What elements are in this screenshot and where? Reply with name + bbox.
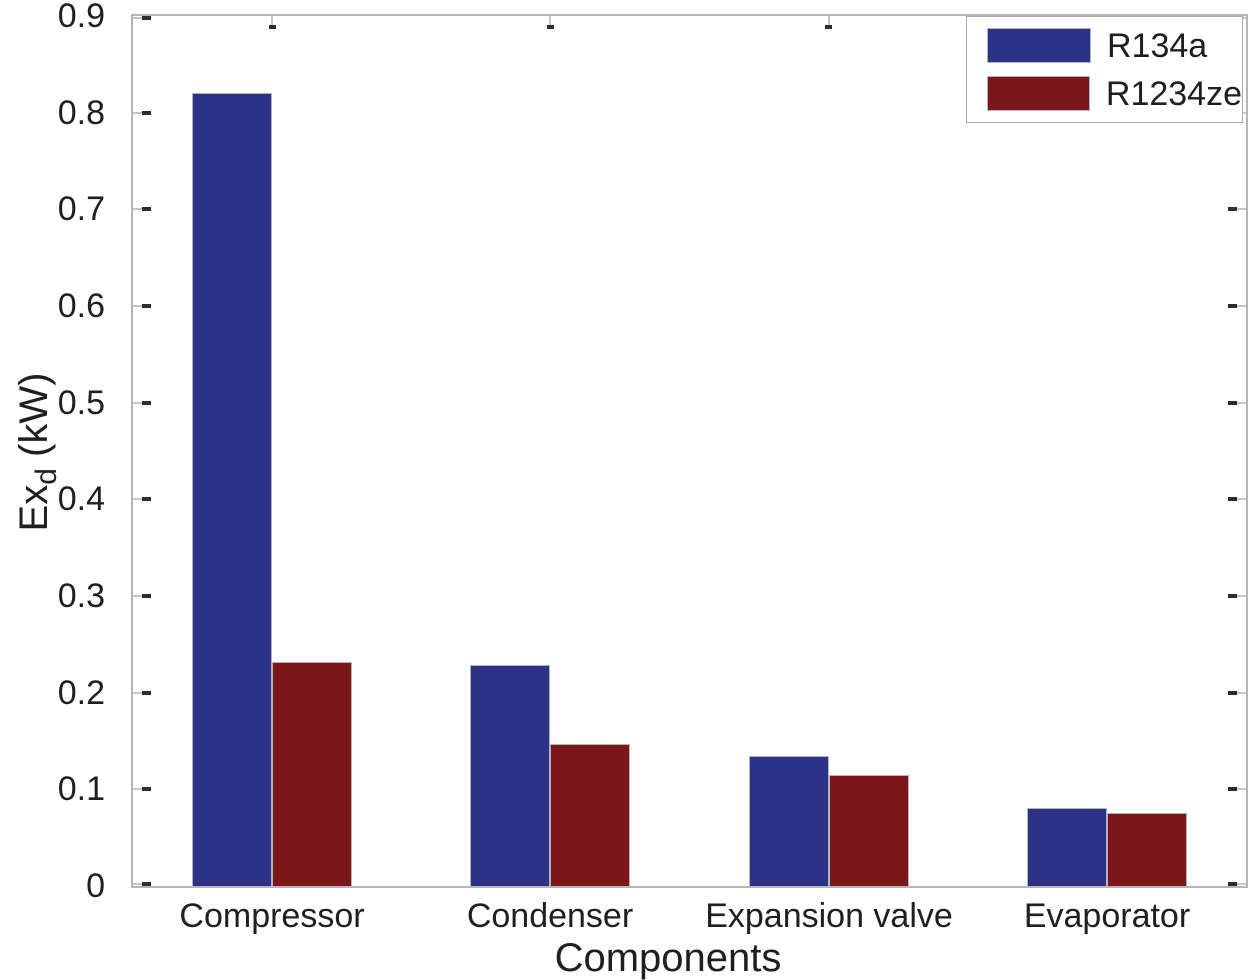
y-axis-left-tick (133, 883, 145, 885)
y-axis-left-tick (133, 305, 145, 307)
y-axis-left-tick (133, 692, 145, 694)
x-axis-label-compressor: Compressor (179, 897, 365, 935)
y-axis-right-tick (1234, 595, 1246, 597)
bar-r134a-compressor (192, 93, 272, 886)
y-axis-left-tick-mark (142, 594, 151, 598)
y-axis-right-tick (1234, 305, 1246, 307)
y-axis-right-tick (1234, 692, 1246, 694)
x-axis-category-labels: Compressor Condenser Expansion valve Evapor… (133, 897, 1246, 940)
y-axis-tick-label-0p6: 0.6 (57, 287, 105, 325)
y-axis-left-tick-mark (142, 497, 151, 501)
x-axis-top-tick (271, 16, 273, 28)
y-axis-tick-labels: 0 0.1 0.2 0.3 0.4 0.5 0.6 0.7 0.8 0.9 (0, 0, 118, 903)
y-axis-tick-label-0p4: 0.4 (57, 480, 105, 518)
y-axis-left-tick (133, 595, 145, 597)
y-axis-right-tick-mark (1228, 787, 1237, 791)
y-axis-left-tick-mark (142, 691, 151, 695)
y-axis-right-tick (1234, 788, 1246, 790)
y-axis-right-tick-mark (1228, 207, 1237, 211)
bar-r1234ze-evaporator (1107, 813, 1187, 886)
x-axis-top-tick-mark (825, 25, 832, 29)
y-axis-tick-label-0p1: 0.1 (57, 770, 105, 808)
y-axis-tick-label-0p5: 0.5 (57, 384, 105, 422)
y-axis-left-tick-mark (142, 787, 151, 791)
y-axis-right-tick-mark (1228, 594, 1237, 598)
x-axis-top-tick-mark (269, 25, 276, 29)
y-axis-right-tick (1234, 883, 1246, 885)
y-axis-left-tick-mark (142, 207, 151, 211)
y-axis-left-tick (133, 208, 145, 210)
y-axis-left-tick-mark (142, 111, 151, 115)
y-axis-tick-label-0p8: 0.8 (57, 94, 105, 132)
legend-label-r1234ze: R1234ze (1105, 74, 1242, 113)
bar-r1234ze-compressor (272, 662, 352, 886)
y-axis-tick-label-0: 0 (86, 867, 105, 905)
legend: R134a R1234ze (966, 16, 1243, 123)
y-axis-right-tick-mark (1228, 691, 1237, 695)
legend-item-r1234ze: R1234ze (987, 76, 1242, 111)
bar-r134a-expansion-valve (749, 756, 829, 886)
y-axis-left-tick (133, 112, 145, 114)
y-axis-left-tick (133, 788, 145, 790)
y-axis-tick-label-0p2: 0.2 (57, 674, 105, 712)
y-axis-right-tick (1234, 402, 1246, 404)
bar-r134a-evaporator (1027, 808, 1107, 886)
bar-r1234ze-condenser (550, 744, 630, 886)
x-axis-label-condenser: Condenser (466, 897, 634, 935)
y-axis-right-tick-mark (1228, 882, 1237, 886)
y-axis-right-tick-mark (1228, 497, 1237, 501)
y-axis-left-tick-mark (142, 16, 151, 20)
x-axis-top-tick (828, 16, 830, 28)
y-axis-right-tick-mark (1228, 401, 1237, 405)
bar-r134a-condenser (470, 665, 550, 886)
y-axis-left-tick-mark (142, 882, 151, 886)
y-axis-right-tick-mark (1228, 304, 1237, 308)
legend-swatch-r134a (987, 28, 1091, 63)
x-axis-label-expansion-valve: Expansion valve (705, 897, 953, 935)
y-axis-left-tick (133, 402, 145, 404)
x-axis-label-evaporator: Evaporator (1023, 897, 1191, 935)
x-axis-title: Components (554, 936, 782, 980)
x-axis-top-tick (549, 16, 551, 28)
bar-r1234ze-expansion-valve (829, 775, 909, 886)
y-axis-right-tick (1234, 498, 1246, 500)
legend-swatch-r1234ze (987, 76, 1090, 111)
y-axis-left-tick (133, 17, 145, 19)
y-axis-left-tick-mark (142, 304, 151, 308)
y-axis-left-tick-mark (142, 401, 151, 405)
y-axis-left-tick (133, 498, 145, 500)
legend-item-r134a: R134a (987, 28, 1242, 63)
legend-label-r134a: R134a (1107, 26, 1208, 65)
x-axis-top-tick-mark (547, 25, 554, 29)
y-axis-tick-label-0p9: 0.9 (57, 0, 105, 35)
plot-area (131, 14, 1248, 888)
y-axis-tick-label-0p3: 0.3 (57, 577, 105, 615)
y-axis-right-tick (1234, 208, 1246, 210)
y-axis-tick-label-0p7: 0.7 (57, 190, 105, 228)
